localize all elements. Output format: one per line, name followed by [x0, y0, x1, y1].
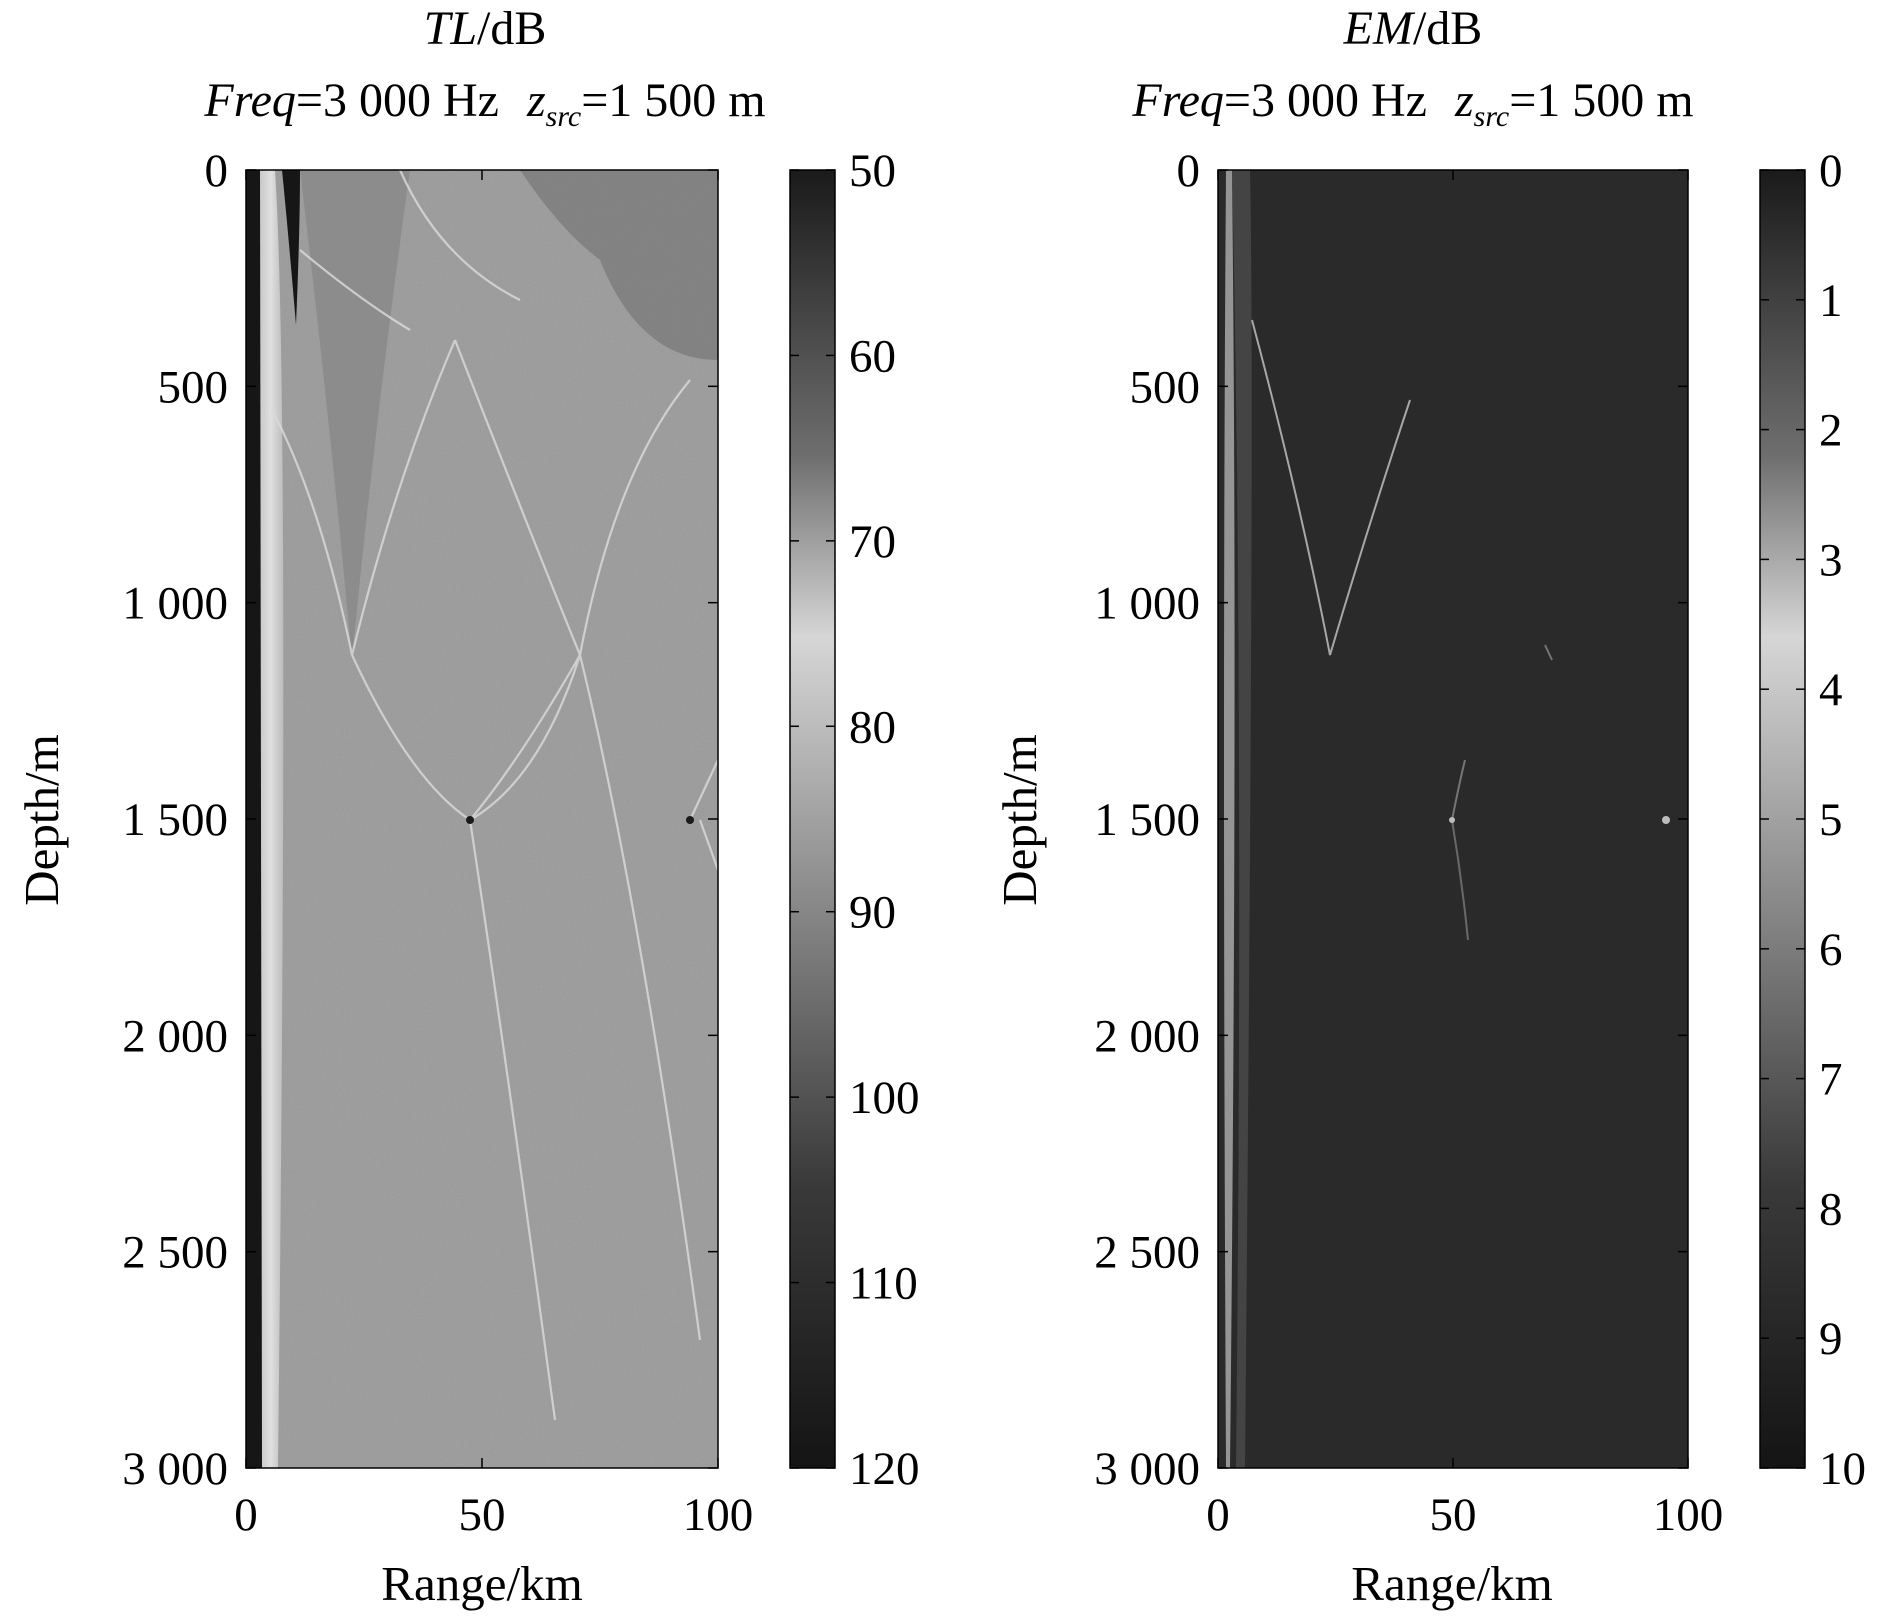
em-y-tick-label: 500: [1130, 361, 1201, 413]
tl-noise: [246, 170, 718, 1468]
tl-y-tick-label: 0: [205, 145, 229, 197]
tl-colorbar-tick-label: 50: [849, 145, 896, 197]
em-near-source-beam: [1224, 170, 1235, 1468]
tl-title: TL/dB: [424, 2, 547, 55]
em-x-tick-label: 50: [1430, 1489, 1477, 1541]
tl-colorbar-tick-label: 100: [849, 1072, 920, 1124]
tl-heatmap: [246, 169, 720, 1468]
tl-source-image-1: [466, 816, 474, 824]
em-colorbar-tick-label: 5: [1819, 794, 1843, 846]
tl-x-axis-label: Range/km: [381, 1556, 582, 1611]
em-source-image-1: [1449, 817, 1455, 823]
em-source-image-2: [1662, 816, 1670, 824]
em-caustics: [1251, 319, 1553, 941]
em-y-axis: 0 500 1 000 1 500 2 000 2 500 3 000: [1094, 145, 1688, 1495]
em-x-tick-label: 0: [1206, 1489, 1230, 1541]
em-colorbar-tick-label: 9: [1819, 1313, 1843, 1365]
tl-upper-region: [300, 170, 410, 660]
tl-colorbar: [789, 169, 836, 1469]
tl-subtitle: Freq=3 000 Hz zsrc=1 500 m: [203, 74, 765, 133]
em-colorbar-tick-label: 7: [1819, 1054, 1843, 1106]
tl-x-tick-label: 50: [459, 1489, 506, 1541]
tl-x-tick-label: 0: [234, 1489, 258, 1541]
em-x-axis: 0 50 100: [1206, 170, 1723, 1541]
tl-y-axis: 0 500 1 000 1 500 2 000 2 500 3 000: [122, 145, 718, 1495]
tl-colorbar-tick-label: 120: [849, 1443, 920, 1495]
tl-y-tick-label: 1 500: [122, 794, 228, 846]
em-title: EM/dB: [1343, 2, 1483, 55]
tl-y-tick-label: 2 000: [122, 1010, 228, 1062]
em-colorbar-tick-label: 0: [1819, 145, 1843, 197]
tl-colorbar-tick-label: 90: [849, 887, 896, 939]
tl-source-image-2: [686, 816, 694, 824]
tl-upper-right-region: [520, 170, 718, 360]
em-y-tick-label: 0: [1177, 145, 1201, 197]
em-heatmap: [1218, 170, 1688, 1468]
tl-x-tick-label: 100: [683, 1489, 754, 1541]
em-colorbar-ticks: 0 1 2 3 4 5 6 7 8 9 10: [1760, 145, 1866, 1495]
tl-panel: TL/dB Freq=3 000 Hz zsrc=1 500 m: [14, 2, 920, 1611]
tl-y-axis-label: Depth/m: [14, 734, 69, 905]
tl-caustics: [271, 169, 720, 1421]
tl-colorbar-tick-label: 80: [849, 701, 896, 753]
tl-colorbar-tick-label: 110: [849, 1258, 918, 1310]
tl-y-tick-label: 1 000: [122, 578, 228, 630]
em-colorbar-tick-label: 2: [1819, 405, 1843, 457]
em-y-tick-label: 3 000: [1094, 1443, 1200, 1495]
em-colorbar-tick-label: 6: [1819, 924, 1843, 976]
tl-x-axis: 0 50 100: [234, 170, 753, 1541]
em-x-tick-label: 100: [1653, 1489, 1724, 1541]
tl-near-source-beam: [258, 170, 284, 1468]
em-colorbar-tick-label: 10: [1819, 1443, 1866, 1495]
em-y-axis-label: Depth/m: [992, 734, 1047, 905]
tl-colorbar-tick-label: 60: [849, 330, 896, 382]
em-colorbar-tick-label: 3: [1819, 534, 1843, 586]
em-colorbar-tick-label: 8: [1819, 1183, 1843, 1235]
em-near-source-speckle: [1232, 170, 1252, 1468]
tl-y-tick-label: 3 000: [122, 1443, 228, 1495]
em-y-tick-label: 1 000: [1094, 578, 1200, 630]
em-colorbar-tick-label: 4: [1819, 664, 1843, 716]
tl-shadow-top: [282, 170, 300, 325]
em-y-tick-label: 2 500: [1094, 1227, 1200, 1279]
tl-y-tick-label: 500: [158, 361, 229, 413]
em-x-axis-label: Range/km: [1351, 1556, 1552, 1611]
tl-colorbar-ticks: 50 60 70 80 90 100 110 120: [790, 145, 920, 1495]
em-y-tick-label: 2 000: [1094, 1010, 1200, 1062]
em-subtitle: Freq=3 000 Hz zsrc=1 500 m: [1131, 74, 1693, 133]
tl-colorbar-tick-label: 70: [849, 516, 896, 568]
em-y-tick-label: 1 500: [1094, 794, 1200, 846]
tl-y-tick-label: 2 500: [122, 1227, 228, 1279]
em-colorbar-tick-label: 1: [1819, 275, 1843, 327]
